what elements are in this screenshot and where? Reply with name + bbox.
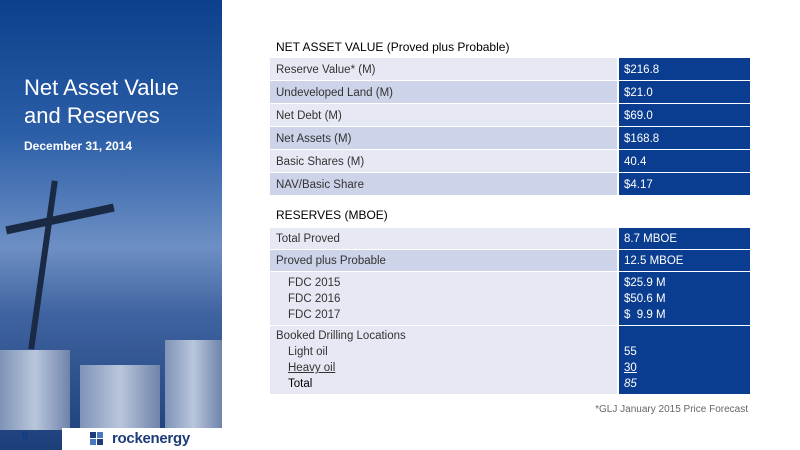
table-row: Reserve Value* (M) $216.8 [270, 58, 750, 81]
row-value-cell: $4.17 [619, 173, 750, 196]
row-value: $168.8 [624, 132, 660, 145]
row-label-cell: Basic Shares (M) [270, 150, 617, 173]
row-label: Proved plus Probable [276, 255, 386, 267]
sidebar-photo [0, 0, 222, 450]
row-value: $4.17 [624, 178, 653, 191]
footnote: *GLJ January 2015 Price Forecast [595, 404, 748, 415]
section-heading: NET ASSET VALUE (Proved plus Probable) [276, 40, 510, 54]
row-label-cell: Reserve Value* (M) [270, 58, 617, 81]
spacer [624, 328, 750, 344]
table-row: Net Assets (M) $168.8 [270, 127, 750, 150]
row-label: Undeveloped Land (M) [276, 86, 393, 99]
tank-shape [80, 365, 160, 430]
pumpjack [28, 180, 58, 350]
row-label-cell: Net Debt (M) [270, 104, 617, 127]
drilling-item-value: 30 [624, 362, 637, 374]
table-row: Net Debt (M) $69.0 [270, 104, 750, 127]
row-label: Net Debt (M) [276, 109, 342, 122]
section-heading: RESERVES (MBOE) [276, 208, 388, 222]
table-row: Total Proved 8.7 MBOE [270, 228, 750, 250]
row-value: 12.5 MBOE [624, 255, 684, 267]
row-value: 8.7 MBOE [624, 233, 678, 245]
fdc-label: FDC 2017 [288, 309, 341, 321]
fdc-value: $25.9 M [624, 277, 666, 289]
row-label-cell: Total Proved [270, 228, 617, 250]
row-label: Basic Shares (M) [276, 155, 365, 168]
row-label: Total Proved [276, 233, 340, 245]
row-value: $69.0 [624, 109, 653, 122]
table-row: Booked Drilling Locations Light oil Heavy … [270, 326, 750, 395]
row-value-cell: $69.0 [619, 104, 750, 127]
drilling-item-label: Total [288, 378, 313, 390]
table-row: Undeveloped Land (M) $21.0 [270, 81, 750, 104]
fdc-label: FDC 2016 [288, 293, 341, 305]
row-label: NAV/Basic Share [276, 178, 364, 191]
table-row: Proved plus Probable 12.5 MBOE [270, 250, 750, 272]
drilling-item-label: Light oil [288, 346, 328, 358]
row-label: Reserve Value* (M) [276, 63, 376, 76]
slide-title: Net Asset Value and Reserves [24, 75, 179, 128]
row-value-cell: $216.8 [619, 58, 750, 81]
row-value-cell: 40.4 [619, 150, 750, 173]
fdc-value: $ 9.9 M [624, 309, 666, 321]
logo-text: rockenergy [112, 430, 190, 447]
drilling-item-value: 55 [624, 346, 637, 358]
table-row: Basic Shares (M) 40.4 [270, 150, 750, 173]
row-label-cell: Proved plus Probable [270, 250, 617, 272]
row-value-cell: $168.8 [619, 127, 750, 150]
row-label-cell: Net Assets (M) [270, 127, 617, 150]
drilling-item-value: 85 [624, 378, 637, 390]
row-label-cell: FDC 2015 FDC 2016 FDC 2017 [270, 272, 617, 326]
row-value-cell: 8.7 MBOE [619, 228, 750, 250]
logo-icon [90, 432, 103, 445]
table-row: NAV/Basic Share $4.17 [270, 173, 750, 196]
logo-bar [62, 428, 222, 450]
row-label-cell: Booked Drilling Locations Light oil Heavy … [270, 326, 617, 395]
row-value-cell: $21.0 [619, 81, 750, 104]
drilling-label: Booked Drilling Locations [276, 330, 406, 342]
page-number: 8 [22, 430, 29, 442]
table-row: FDC 2015 FDC 2016 FDC 2017 $25.9 M $50.6 M $ … [270, 272, 750, 326]
row-value-cell: $25.9 M $50.6 M $ 9.9 M [619, 272, 750, 326]
row-label-cell: NAV/Basic Share [270, 173, 617, 196]
tank-shape [0, 350, 70, 430]
fdc-value: $50.6 M [624, 293, 666, 305]
row-value: $21.0 [624, 86, 653, 99]
drilling-item-label: Heavy oil [288, 362, 336, 374]
row-label-cell: Undeveloped Land (M) [270, 81, 617, 104]
fdc-label: FDC 2015 [288, 277, 341, 289]
row-value-cell: 12.5 MBOE [619, 250, 750, 272]
row-value-cell: 55 30 85 [619, 326, 750, 395]
row-value: 40.4 [624, 155, 647, 168]
slide-date: December 31, 2014 [24, 139, 133, 153]
row-label: Net Assets (M) [276, 132, 352, 145]
row-value: $216.8 [624, 63, 660, 76]
pumpjack [5, 203, 115, 235]
tank-shape [165, 340, 222, 430]
